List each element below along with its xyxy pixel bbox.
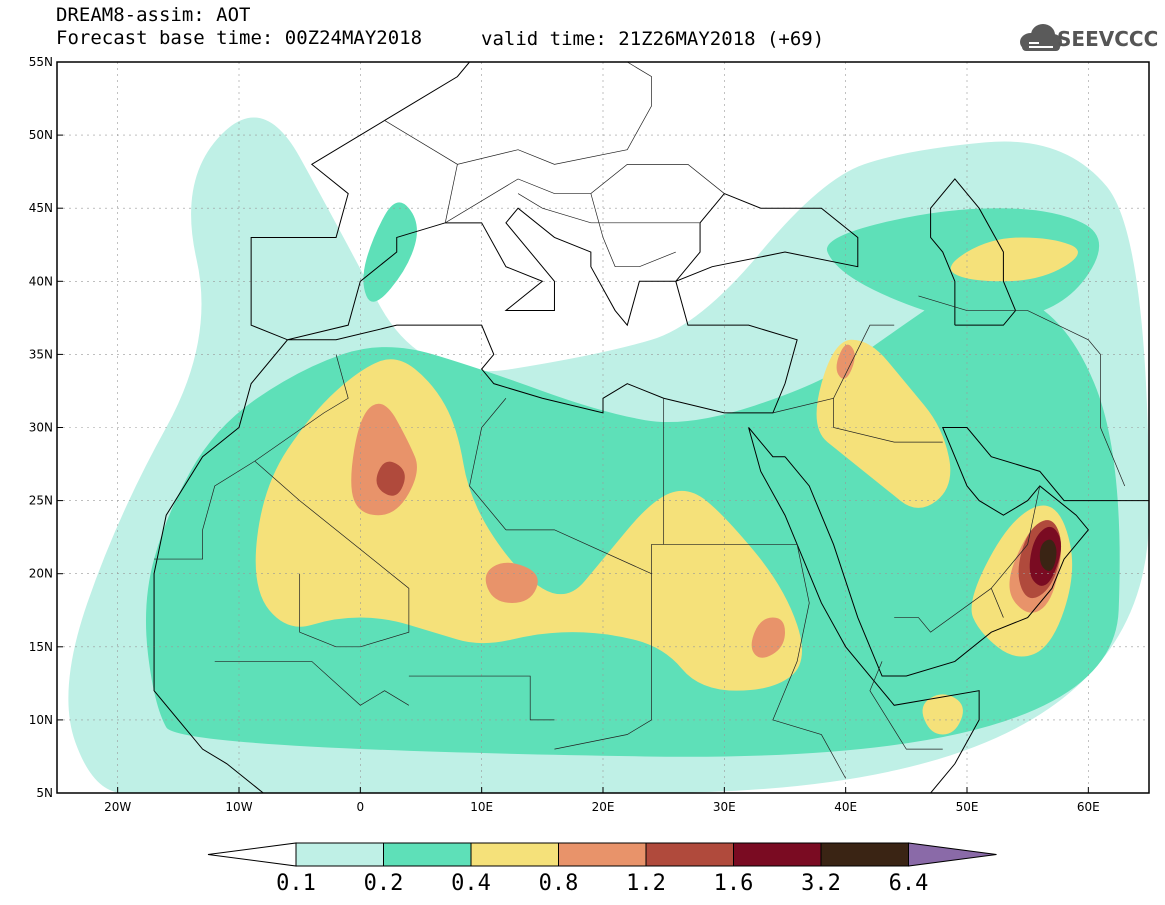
colorbar-bin xyxy=(645,842,734,867)
colorbar-high-arrow xyxy=(908,842,997,867)
country-border xyxy=(590,193,676,268)
country-border xyxy=(444,163,725,224)
lon-tick-label: 20E xyxy=(592,800,615,814)
lon-tick-label: 60E xyxy=(1077,800,1100,814)
aot-contours xyxy=(68,117,1149,793)
seevccc-logo-text: SEEVCCC xyxy=(1057,27,1159,51)
lat-tick-label: 20N xyxy=(29,567,53,581)
lon-tick-label: 10W xyxy=(225,800,252,814)
aot-level-3-area xyxy=(922,694,963,735)
country-border xyxy=(384,120,434,151)
country-border xyxy=(469,398,507,531)
aot-level-3-area xyxy=(816,339,951,508)
colorbar-bin xyxy=(470,842,559,867)
lat-tick-label: 35N xyxy=(29,347,53,361)
colorbar-bin xyxy=(820,842,909,867)
country-border xyxy=(772,397,943,443)
coastline xyxy=(153,646,300,793)
colorbar-label: 1.6 xyxy=(714,871,754,896)
lon-tick-label: 0 xyxy=(357,800,365,814)
country-border xyxy=(833,324,895,399)
aot-level-7-area xyxy=(1039,539,1057,571)
country-border xyxy=(505,529,798,575)
lat-tick-label: 45N xyxy=(29,201,53,215)
lat-tick-label: 30N xyxy=(29,421,53,435)
country-border xyxy=(990,485,1041,618)
lat-tick-label: 40N xyxy=(29,274,53,288)
aot-level-2-area xyxy=(363,202,417,302)
aot-level-4-area xyxy=(751,617,785,658)
coastline xyxy=(748,427,980,793)
lat-tick-label: 5N xyxy=(36,786,53,800)
lat-tick-label: 15N xyxy=(29,640,53,654)
country-border xyxy=(154,460,255,560)
aot-level-4-area xyxy=(485,562,538,603)
coastlines-and-borders xyxy=(153,62,1149,793)
lon-tick-label: 30E xyxy=(713,800,736,814)
colorbar-low-arrow xyxy=(207,842,297,867)
lat-tick-label: 10N xyxy=(29,713,53,727)
aot-level-4-area xyxy=(836,344,855,379)
colorbar-bin xyxy=(383,842,472,867)
country-border xyxy=(254,460,410,648)
country-border xyxy=(894,588,992,633)
coastline xyxy=(930,178,1017,326)
colorbar-bin xyxy=(558,842,647,867)
lon-tick-label: 20W xyxy=(104,800,131,814)
map-title: DREAM8-assim: AOT xyxy=(56,4,251,26)
cloud-icon xyxy=(1020,24,1062,51)
lat-tick-label: 50N xyxy=(29,128,53,142)
axis-ticks: 20W 10W 0 10E 20E 30E 40E 50E 60E 5N 10N 15N 20N 25N 3… xyxy=(29,55,1100,814)
country-border xyxy=(869,661,943,750)
colorbar-label: 0.1 xyxy=(276,871,316,896)
country-border xyxy=(432,62,652,165)
colorbar: 0.1 0.2 0.4 0.8 1.2 1.6 3.2 6.4 xyxy=(207,842,997,896)
country-border xyxy=(554,573,652,750)
lon-tick-label: 40E xyxy=(834,800,857,814)
country-border xyxy=(408,675,555,721)
coastline xyxy=(784,427,1149,677)
aot-level-3-area xyxy=(950,237,1078,282)
colorbar-bin xyxy=(733,842,822,867)
lat-tick-label: 25N xyxy=(29,494,53,508)
lat-tick-label: 55N xyxy=(29,55,53,69)
colorbar-label: 6.4 xyxy=(889,871,929,896)
country-border xyxy=(772,544,846,779)
coastline xyxy=(153,62,859,647)
country-border xyxy=(517,193,701,224)
colorbar-label: 0.8 xyxy=(539,871,579,896)
country-border xyxy=(214,661,410,706)
country-border xyxy=(918,295,1126,487)
colorbar-bin xyxy=(295,842,384,867)
colorbar-label: 1.2 xyxy=(626,871,666,896)
country-border xyxy=(254,354,349,462)
colorbar-label: 3.2 xyxy=(801,871,841,896)
lon-tick-label: 50E xyxy=(956,800,979,814)
forecast-base-time: Forecast base time: 00Z24MAY2018 xyxy=(56,27,423,49)
valid-time: valid time: 21Z26MAY2018 (+69) xyxy=(481,28,825,50)
lon-tick-label: 10E xyxy=(470,800,493,814)
colorbar-label: 0.4 xyxy=(451,871,491,896)
aot-level-5-area xyxy=(376,461,405,496)
colorbar-label: 0.2 xyxy=(364,871,404,896)
